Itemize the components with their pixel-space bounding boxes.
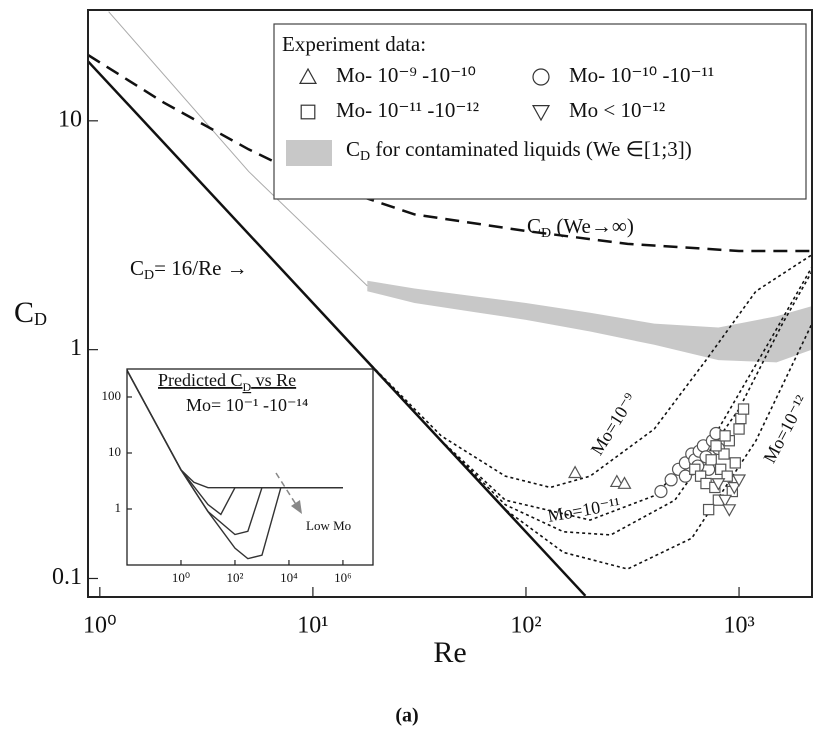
legend-label-rest: for contaminated liquids (We ∈[1;3]) [370,137,692,161]
marker-circle [664,473,678,487]
legend-title: Experiment data: [282,32,426,56]
marker-triangle [617,476,632,489]
marker-square [719,430,731,442]
y-tick-label: 0.1 [52,564,82,590]
marker-triangle [298,67,318,85]
panel-bg [127,369,373,565]
marker-square [710,440,722,452]
marker-down-triangle [531,104,551,122]
x-tick-label: 10⁶ [334,570,352,585]
marker-square [705,454,717,466]
x-tick-label: 10³ [723,613,754,639]
plot [88,11,812,597]
legend-swatch [286,140,332,166]
arrowhead [291,500,302,514]
marker-square [721,470,733,482]
band [367,280,812,363]
curve [366,254,812,489]
marker-down-triangle [722,504,737,517]
x-tick-label: 10⁰ [83,613,117,639]
annotation: CD= 16/Re → [130,256,248,283]
curve [88,53,812,253]
inset-subtitle: Mo= 10⁻¹ -10⁻¹⁴ [186,395,308,415]
axes-frame [87,9,813,598]
y-axis-label-sub: D [34,309,47,329]
y-tick-label: 1 [115,500,122,515]
annotation: Mo=10⁻¹¹ [546,494,622,526]
annotation-base: C [527,214,541,238]
annotation-sub: D [541,226,551,241]
marker-square [714,463,727,476]
x-tick-label: 10⁴ [280,570,298,585]
annotation-rest: (We→∞) [551,214,634,238]
y-tick-label: 10 [58,106,82,132]
inset-title-rest: vs Re [251,370,296,390]
x-tick-label: 10¹ [297,613,328,639]
x-axis-label: Re [433,636,466,669]
legend-label: Mo- 10⁻¹⁰ -10⁻¹¹ [569,63,714,87]
x-tick-label: 10² [227,570,244,585]
legend-label-sub: D [360,149,370,164]
curve [366,266,812,521]
arrow [275,472,298,507]
annotation-sub: D [144,268,154,283]
annotation: Mo=10⁻⁹ [587,389,640,458]
y-axis-label: CD [14,296,47,329]
y-axis-label-base: C [14,296,34,329]
annotation: Mo=10⁻¹² [759,392,811,466]
marker-circle [654,484,668,499]
legend-label: Mo- 10⁻¹¹ -10⁻¹² [336,98,479,122]
plot [127,369,343,560]
legend-label: CD for contaminated liquids (We ∈[1;3]) [346,137,692,164]
inset-title-sub: D [242,380,251,394]
marker-down-triangle [718,494,733,508]
inset-title: Predicted CD vs Re [158,370,296,394]
curve [366,323,812,570]
legend-label-base: C [346,137,360,161]
x-tick-label: 10² [510,613,541,639]
y-tick-label: 1 [70,335,82,361]
marker-square [689,463,701,476]
annotation: CD (We→∞) [527,214,634,241]
curve [366,270,812,536]
marker-circle [532,68,550,86]
marker-square [737,403,750,415]
marker-square [718,448,730,460]
caption: (a) [395,705,418,727]
annotation-base: C [130,256,144,280]
marker-down-triangle [711,478,726,491]
marker-down-triangle [732,474,747,488]
inset-title-base: Predicted C [158,370,242,390]
marker-square [733,423,745,435]
y-tick-label: 10 [108,444,121,459]
marker-triangle [568,465,583,479]
marker-circle [678,469,692,483]
x-tick-label: 10⁰ [172,570,190,585]
axes-frame [126,368,374,566]
marker-triangle [609,474,624,488]
marker-square [300,104,316,120]
curve [127,369,343,560]
annotation-rest: = 16/Re → [154,256,248,280]
marker-square [702,503,715,516]
inset-annotation: Low Mo [306,518,351,533]
y-tick-label: 100 [102,388,122,403]
marker-square [729,457,741,469]
curve [108,11,368,287]
marker-down-triangle [727,482,742,495]
legend-label: Mo- 10⁻⁹ -10⁻¹⁰ [336,63,476,87]
legend-label: Mo < 10⁻¹² [569,98,665,122]
marker-square [735,412,747,425]
